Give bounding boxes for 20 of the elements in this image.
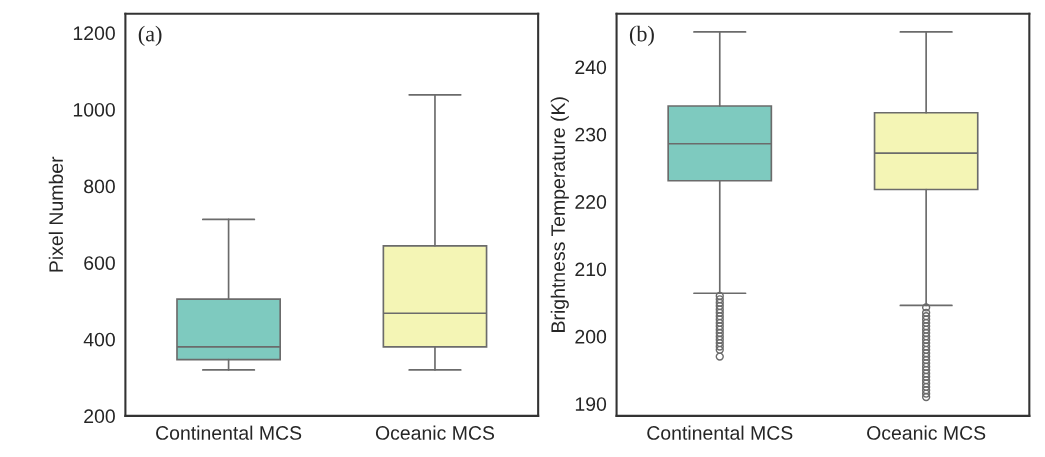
y-tick-label: 400: [83, 332, 115, 347]
annotation: (a): [138, 25, 162, 46]
y-axis-title: Brightness Temperature (K): [550, 97, 569, 332]
x-tick-label: Continental MCS: [647, 425, 793, 440]
y-tick-label: 190: [575, 397, 607, 411]
y-tick-label: 240: [575, 60, 607, 75]
y-tick-label: 600: [84, 256, 115, 270]
y-tick-label: 210: [575, 262, 607, 277]
x-tick-label: Oceanic MCS: [867, 425, 986, 440]
y-axis-title: Pixel Number: [48, 156, 64, 272]
y-tick-label: 1000: [73, 102, 115, 117]
y-tick-label: 220: [575, 195, 607, 209]
x-tick-label: Oceanic MCS: [375, 425, 495, 440]
x-tick-label: Continental MCS: [156, 425, 302, 440]
y-tick-label: 1200: [73, 26, 115, 41]
y-tick-label: 800: [84, 179, 115, 194]
y-tick-label: 200: [575, 329, 607, 344]
annotation: (b): [629, 25, 654, 46]
y-tick-label: 200: [84, 409, 115, 424]
y-tick-label: 230: [575, 127, 607, 142]
